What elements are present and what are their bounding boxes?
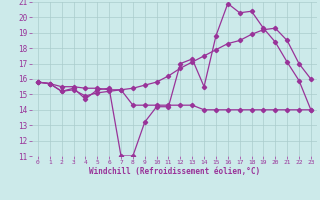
X-axis label: Windchill (Refroidissement éolien,°C): Windchill (Refroidissement éolien,°C): [89, 167, 260, 176]
